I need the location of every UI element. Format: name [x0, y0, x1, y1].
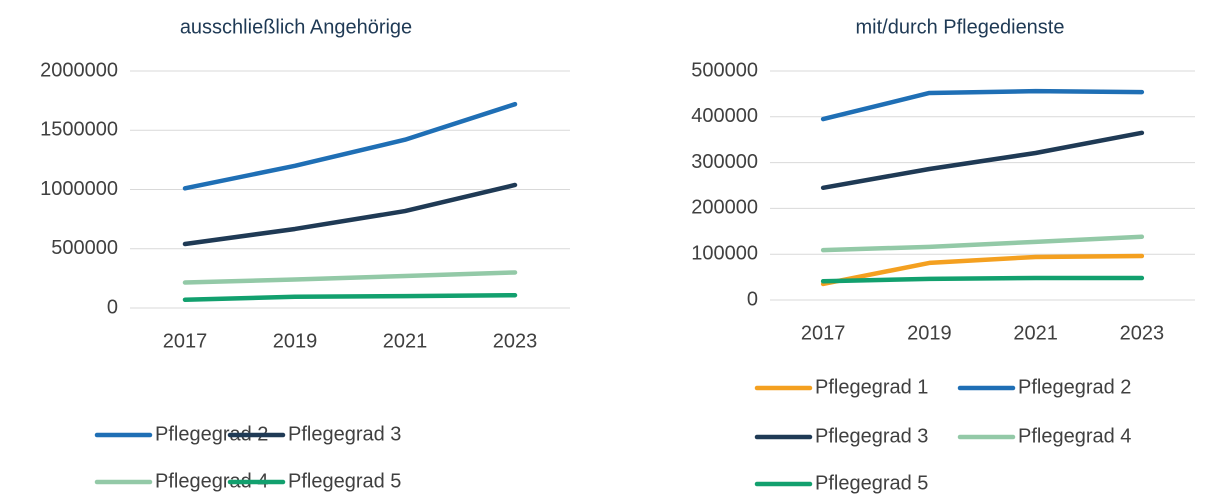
line-series [820, 234, 1145, 253]
legend-label: Pflegegrad 5 [288, 470, 401, 492]
line-series [182, 101, 518, 191]
legend-label: Pflegegrad 2 [155, 423, 268, 445]
legend-label: Pflegegrad 3 [815, 425, 928, 447]
x-tick-label: 2019 [907, 322, 952, 344]
chart-title: ausschließlich Angehörige [180, 16, 412, 38]
y-tick-label: 2000000 [40, 59, 118, 81]
y-tick-label: 100000 [691, 242, 758, 264]
chart-title: mit/durch Pflegedienste [855, 16, 1064, 38]
legend-label: Pflegegrad 3 [288, 423, 401, 445]
legend-label: Pflegegrad 4 [1018, 425, 1131, 447]
x-tick-label: 2023 [1120, 322, 1165, 344]
line-series [182, 270, 518, 285]
y-tick-label: 400000 [691, 105, 758, 127]
legend-label: Pflegegrad 5 [815, 472, 928, 494]
y-tick-label: 500000 [51, 237, 118, 259]
x-tick-label: 2017 [163, 330, 208, 352]
y-tick-label: 1500000 [40, 119, 118, 141]
x-tick-label: 2019 [273, 330, 318, 352]
y-tick-label: 200000 [691, 197, 758, 219]
legend-label: Pflegegrad 2 [1018, 376, 1131, 398]
x-tick-label: 2017 [801, 322, 846, 344]
line-series [820, 253, 1145, 287]
line-series [820, 275, 1145, 284]
line-series [820, 130, 1145, 191]
y-tick-label: 1000000 [40, 178, 118, 200]
line-series [182, 292, 518, 302]
y-tick-label: 0 [747, 288, 758, 310]
y-tick-label: 500000 [691, 59, 758, 81]
y-tick-label: 300000 [691, 151, 758, 173]
x-tick-label: 2023 [493, 330, 538, 352]
x-tick-label: 2021 [1013, 322, 1058, 344]
y-tick-label: 0 [107, 296, 118, 318]
x-tick-label: 2021 [383, 330, 428, 352]
line-series [182, 182, 518, 247]
line-series [820, 88, 1145, 122]
legend-label: Pflegegrad 4 [155, 470, 268, 492]
legend-label: Pflegegrad 1 [815, 376, 928, 398]
